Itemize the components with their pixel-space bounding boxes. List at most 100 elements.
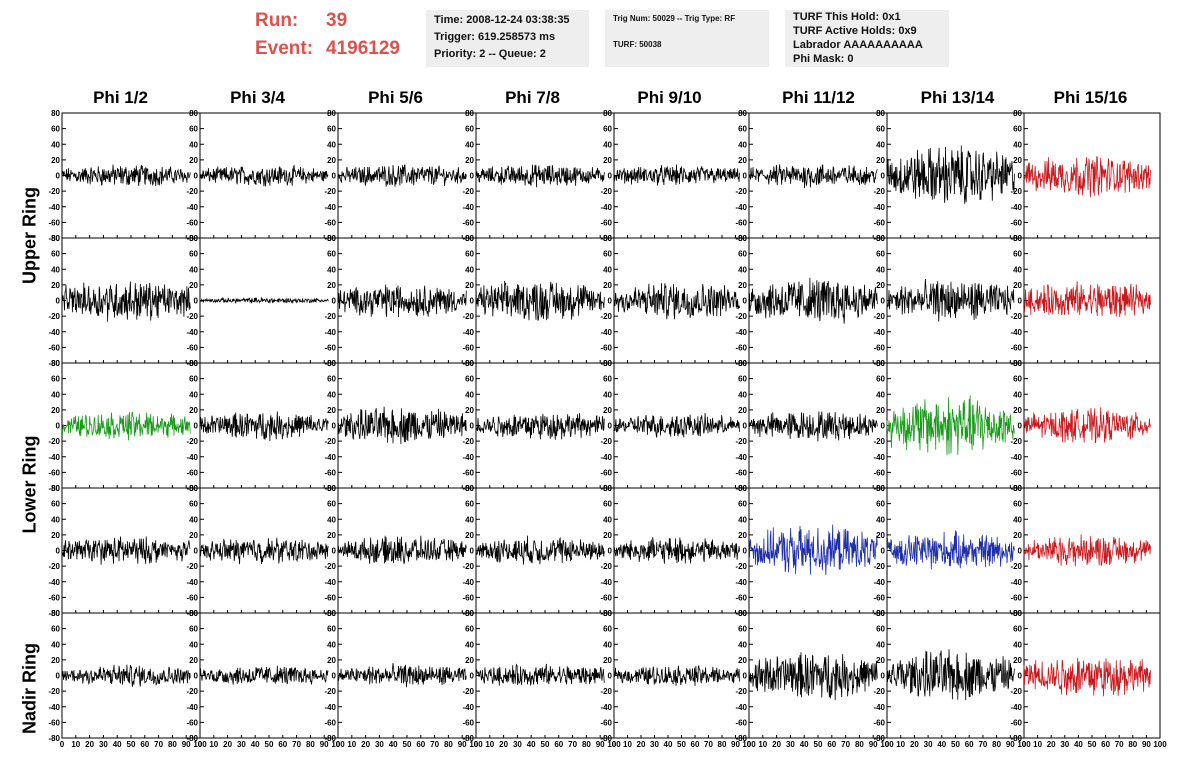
y-tick-label: 40 — [189, 140, 198, 149]
y-tick-label: -80 — [48, 234, 60, 243]
column-header-phi-1-2: Phi 1/2 — [93, 88, 148, 107]
y-tick-label: 80 — [327, 359, 336, 368]
y-tick-label: -40 — [600, 578, 612, 587]
y-tick-label: 0 — [56, 422, 61, 431]
y-tick-label: 40 — [603, 140, 612, 149]
y-tick-label: -20 — [735, 312, 747, 321]
waveform-trace — [475, 535, 605, 565]
y-tick-label: 20 — [603, 406, 612, 415]
y-tick-label: -40 — [186, 703, 198, 712]
y-tick-label: -40 — [600, 203, 612, 212]
waveform-trace — [613, 283, 740, 320]
y-tick-label: 60 — [1013, 500, 1022, 509]
y-tick-label: 20 — [189, 156, 198, 165]
y-tick-label: -40 — [873, 203, 885, 212]
y-tick-label: 80 — [876, 609, 885, 618]
y-tick-label: 0 — [56, 672, 61, 681]
y-tick-label: 80 — [738, 359, 747, 368]
x-tick-label: 50 — [677, 740, 686, 749]
y-tick-label: 40 — [51, 265, 60, 274]
x-tick-label: 20 — [223, 740, 232, 749]
y-tick-label: -60 — [462, 718, 474, 727]
y-tick-label: 80 — [51, 359, 60, 368]
y-tick-label: -20 — [873, 562, 885, 571]
y-tick-label: 0 — [470, 172, 475, 181]
y-tick-label: -40 — [873, 453, 885, 462]
y-tick-label: 40 — [189, 390, 198, 399]
y-tick-label: -60 — [186, 593, 198, 602]
x-tick-label: 20 — [1047, 740, 1056, 749]
y-tick-label: 20 — [327, 406, 336, 415]
y-tick-label: -20 — [1010, 687, 1022, 696]
y-tick-label: 0 — [332, 547, 337, 556]
y-tick-label: 40 — [876, 640, 885, 649]
y-tick-label: 40 — [738, 390, 747, 399]
y-tick-label: -40 — [1010, 578, 1022, 587]
y-tick-label: -60 — [600, 718, 612, 727]
x-tick-label: 90 — [458, 740, 467, 749]
y-tick-label: -20 — [324, 562, 336, 571]
y-tick-label: 60 — [189, 625, 198, 634]
waveform-trace — [1023, 281, 1151, 318]
y-tick-label: 60 — [465, 125, 474, 134]
y-tick-label: 60 — [738, 625, 747, 634]
x-tick-label: 50 — [127, 740, 136, 749]
x-tick-label: 10 — [758, 740, 767, 749]
y-tick-label: -60 — [735, 593, 747, 602]
y-tick-label: -20 — [1010, 187, 1022, 196]
y-tick-label: -20 — [48, 312, 60, 321]
x-tick-label: 60 — [1101, 740, 1110, 749]
x-tick-label: 60 — [554, 740, 563, 749]
y-tick-label: 80 — [738, 109, 747, 118]
y-tick-label: -60 — [48, 718, 60, 727]
y-tick-label: 80 — [189, 109, 198, 118]
y-tick-label: 40 — [465, 140, 474, 149]
y-tick-label: 0 — [608, 547, 613, 556]
turf-active-holds-text: TURF Active Holds: 0x9 — [793, 25, 917, 37]
y-tick-label: -40 — [324, 703, 336, 712]
y-tick-label: 20 — [51, 156, 60, 165]
x-tick-label: 90 — [596, 740, 605, 749]
x-tick-label: 10 — [485, 740, 494, 749]
x-tick-label: 100 — [193, 740, 207, 749]
x-tick-label: 50 — [1088, 740, 1097, 749]
y-tick-label: -60 — [600, 593, 612, 602]
y-tick-label: 40 — [603, 265, 612, 274]
y-tick-label: 0 — [881, 422, 886, 431]
y-tick-label: 80 — [1013, 484, 1022, 493]
y-tick-label: 80 — [876, 234, 885, 243]
y-tick-label: 80 — [189, 484, 198, 493]
y-tick-label: -60 — [48, 343, 60, 352]
y-tick-label: -60 — [873, 468, 885, 477]
y-tick-label: 80 — [465, 359, 474, 368]
y-tick-label: -60 — [186, 718, 198, 727]
y-tick-label: -60 — [600, 343, 612, 352]
y-tick-label: 80 — [876, 484, 885, 493]
y-tick-label: -60 — [186, 468, 198, 477]
y-tick-label: -20 — [462, 187, 474, 196]
y-tick-label: 20 — [876, 531, 885, 540]
x-tick-label: 40 — [113, 740, 122, 749]
waveform-trace — [748, 411, 878, 442]
y-tick-label: 80 — [51, 234, 60, 243]
y-tick-label: 80 — [189, 234, 198, 243]
y-tick-label: 0 — [608, 172, 613, 181]
y-tick-label: -20 — [324, 437, 336, 446]
x-tick-label: 30 — [786, 740, 795, 749]
y-tick-label: 60 — [738, 500, 747, 509]
y-tick-label: 0 — [1018, 422, 1023, 431]
y-tick-label: 80 — [1013, 359, 1022, 368]
x-tick-label: 80 — [168, 740, 177, 749]
x-tick-label: 90 — [869, 740, 878, 749]
y-tick-label: 20 — [876, 406, 885, 415]
y-tick-label: 60 — [738, 125, 747, 134]
y-tick-label: 20 — [738, 156, 747, 165]
y-tick-label: -60 — [48, 593, 60, 602]
y-tick-label: 40 — [738, 640, 747, 649]
x-tick-label: 30 — [924, 740, 933, 749]
x-tick-label: 10 — [1033, 740, 1042, 749]
y-tick-label: -40 — [735, 453, 747, 462]
y-tick-label: 80 — [1013, 109, 1022, 118]
y-tick-label: -80 — [48, 359, 60, 368]
